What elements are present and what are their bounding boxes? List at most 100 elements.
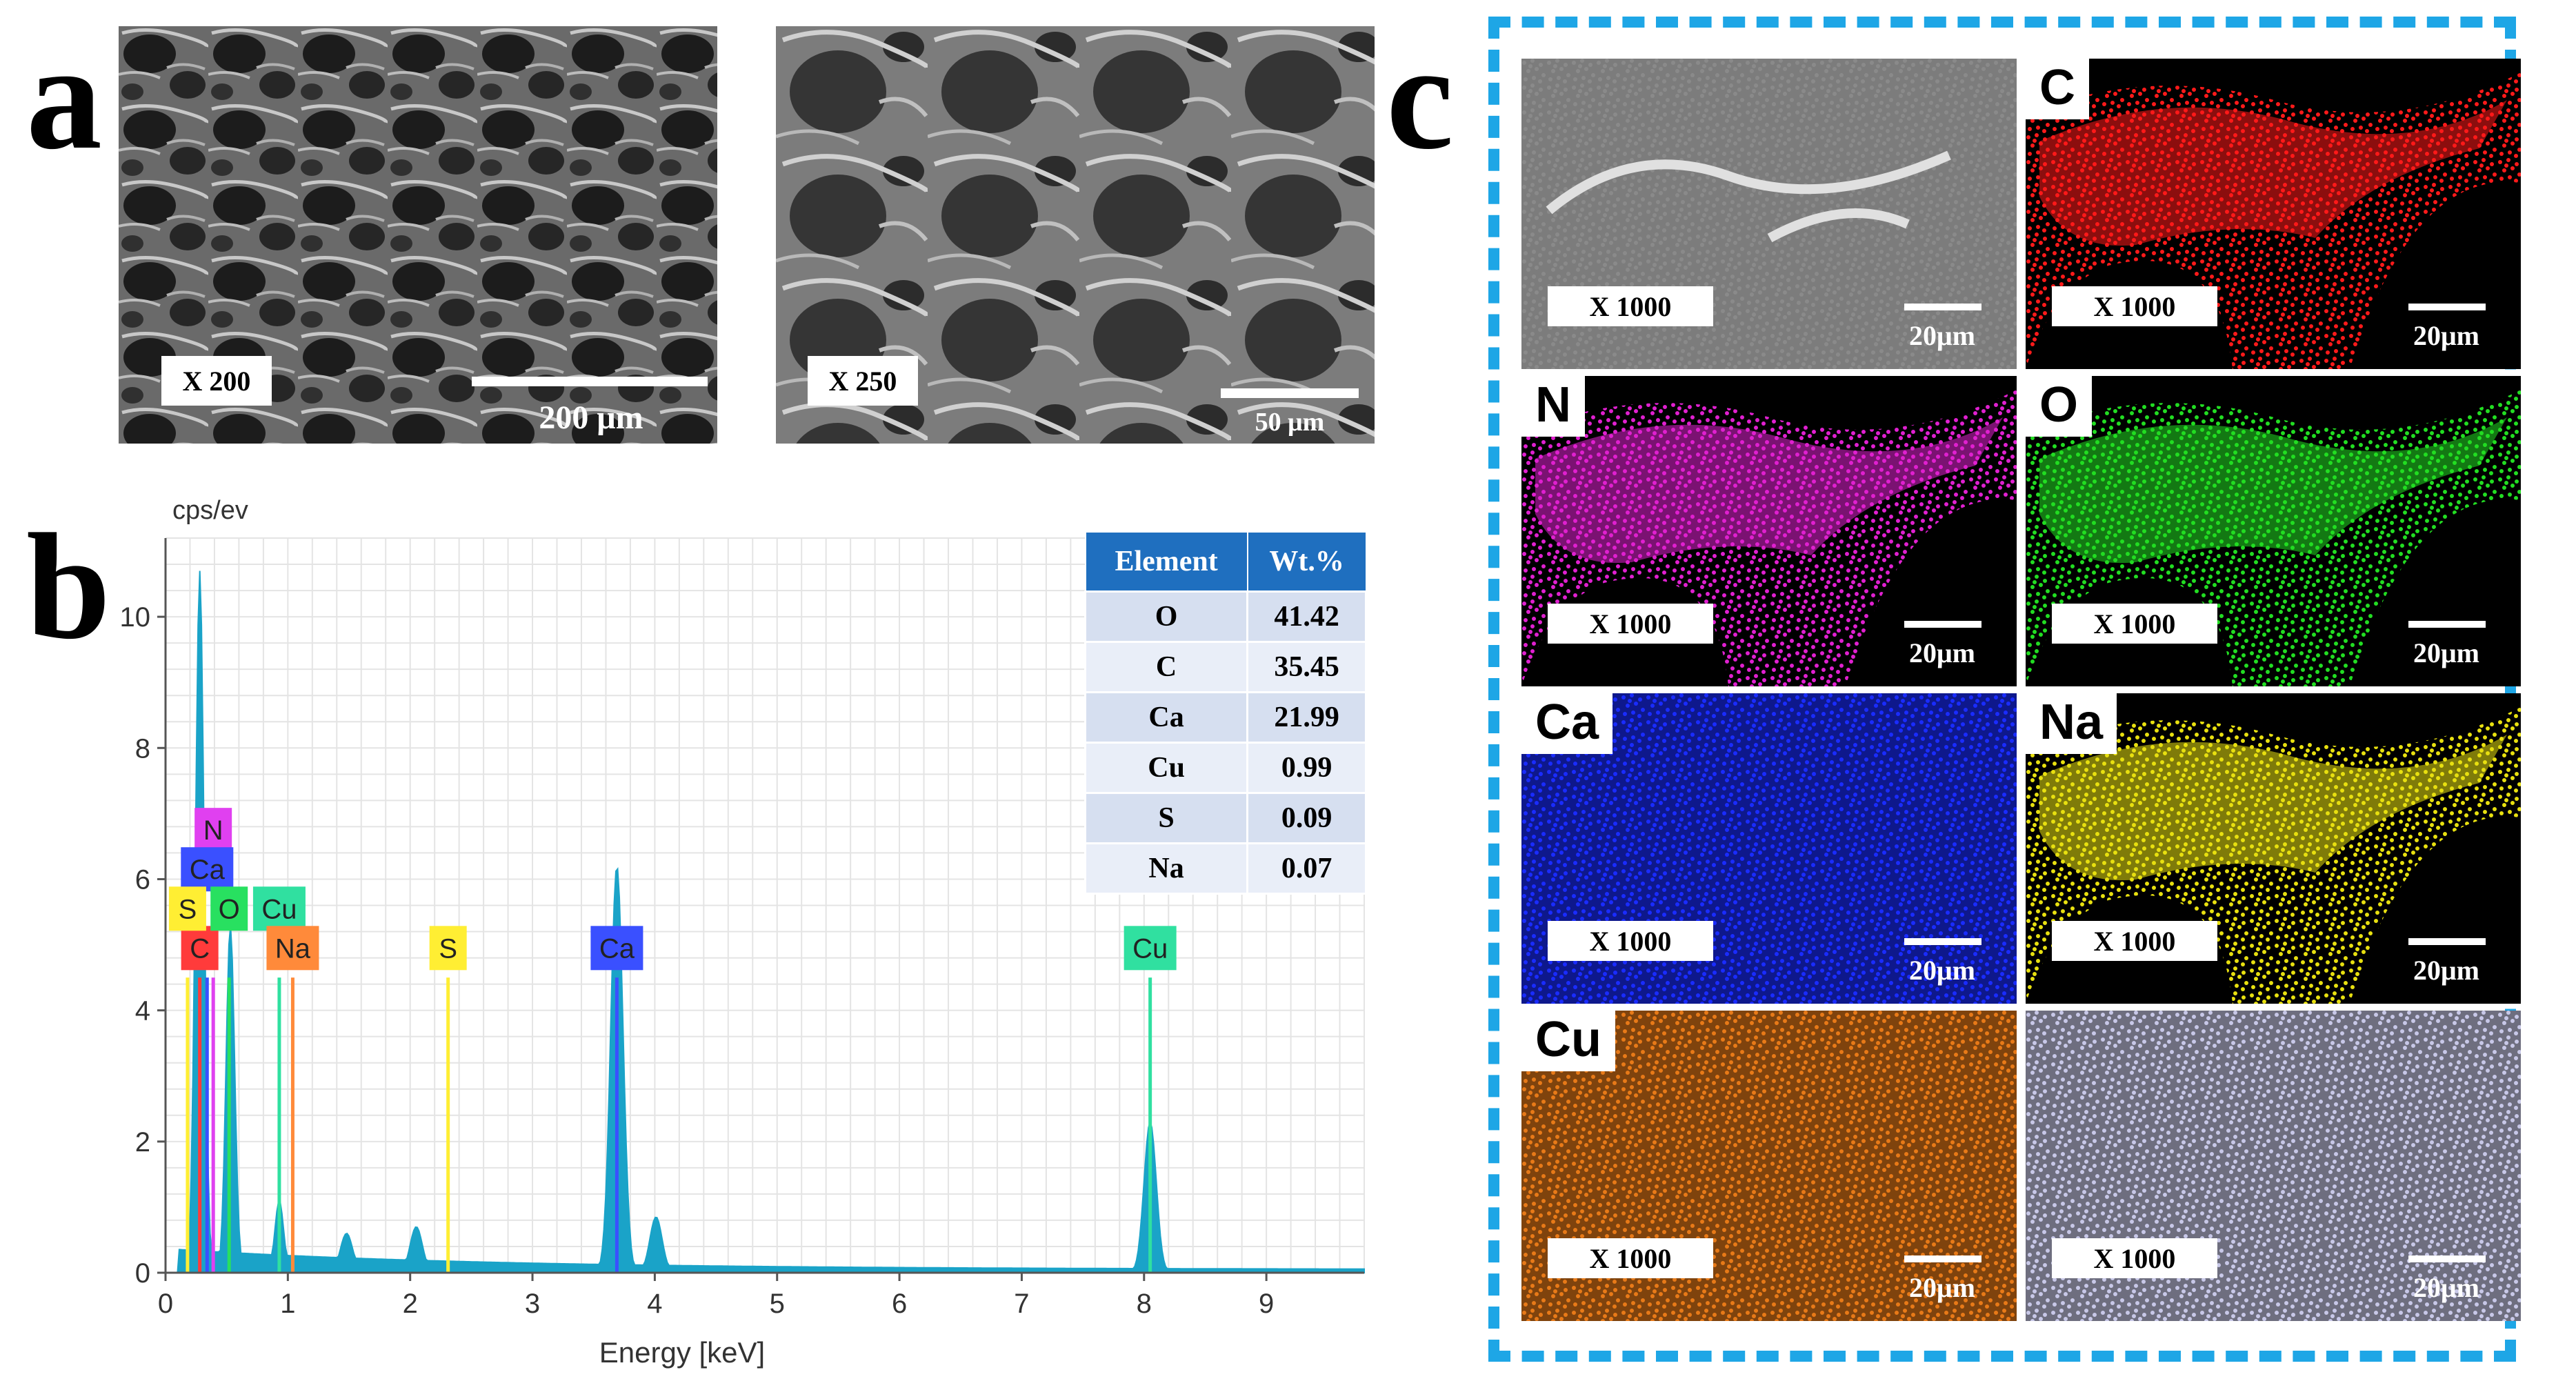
element-tag-o (210, 886, 248, 931)
scale-bar (1904, 304, 1981, 310)
table-row: O 41.42 (1084, 590, 1367, 643)
scale-bar-label: 200 μm (539, 399, 643, 436)
x-tick-label: 9 (1259, 1289, 1274, 1319)
mapping-tile-c: C X 1000 20μm (2026, 59, 2521, 369)
mapping-tile-na: Na X 1000 20μm (2026, 693, 2521, 1004)
sem-image-x200: X 200 200 μm (119, 26, 717, 444)
magnification-label: X 1000 (1548, 286, 1713, 326)
element-label: Cu (1521, 1011, 1615, 1071)
element-tag-n (194, 808, 232, 853)
scale-bar (1904, 938, 1981, 945)
magnification-label: X 1000 (1548, 921, 1713, 961)
element-label: Ca (1521, 693, 1613, 754)
element-tag-na (266, 926, 319, 971)
table-header-wt: Wt.% (1246, 531, 1367, 593)
scale-bar (1904, 621, 1981, 628)
scale-bar-label: 50 μm (1255, 408, 1325, 437)
mapping-tile-sem: X 1000 20μm (1521, 59, 2017, 369)
table-cell: O (1084, 590, 1249, 643)
scale-bar-label: 20μm (1909, 1272, 1975, 1303)
table-cell: Ca (1084, 691, 1249, 744)
element-tag-ca (590, 926, 643, 971)
table-cell: C (1084, 641, 1249, 693)
element-tag-label: O (219, 894, 240, 924)
scale-bar-label: 20μm (2413, 1272, 2479, 1303)
scale-bar-label: 20μm (1909, 955, 1975, 986)
panel-label-a: a (26, 12, 102, 181)
element-tag-s (168, 886, 206, 931)
table-row: Na 0.07 (1084, 842, 1367, 895)
table-row: C 35.45 (1084, 641, 1367, 693)
element-tag-label: Cu (261, 894, 297, 924)
table-row: Ca 21.99 (1084, 691, 1367, 744)
magnification-label: X 1000 (2052, 921, 2217, 961)
table-row: S 0.09 (1084, 792, 1367, 844)
element-tag-cu (1124, 926, 1177, 971)
element-tag-label: C (190, 933, 210, 964)
element-tag-label: N (203, 815, 223, 846)
scale-bar (1904, 1255, 1981, 1262)
magnification-label: X 1000 (2052, 1238, 2217, 1278)
mapping-tile-o: O X 1000 20μm (2026, 376, 2521, 686)
element-tag-cu (252, 886, 306, 931)
element-tag-label: S (439, 933, 457, 964)
table-row: Cu 0.99 (1084, 742, 1367, 794)
mapping-tile-overlay: X 1000 20μm (2026, 1011, 2521, 1321)
scale-bar (2408, 938, 2486, 945)
mapping-tile-n: N X 1000 20μm (1521, 376, 2017, 686)
element-tag-c (181, 926, 219, 971)
element-label: C (2026, 59, 2089, 119)
element-tag-s (429, 926, 467, 971)
magnification-label: X 200 (161, 356, 272, 406)
scale-bar (1221, 388, 1359, 398)
sem-image-x250: X 250 50 μm (776, 26, 1375, 444)
element-label: N (1521, 376, 1585, 437)
scale-bar-label: 20μm (1909, 320, 1975, 351)
scale-bar-label: 20μm (2413, 955, 2479, 986)
magnification-label: X 1000 (1548, 604, 1713, 644)
mapping-tile-cu: Cu X 1000 20μm (1521, 1011, 2017, 1321)
x-tick-label: 0 (158, 1289, 173, 1319)
element-label: Na (2026, 693, 2117, 754)
scale-bar-label: 20μm (1909, 637, 1975, 668)
x-tick-label: 5 (770, 1289, 785, 1319)
scale-bar (2408, 621, 2486, 628)
table-cell: 35.45 (1246, 641, 1367, 693)
table-cell: 0.99 (1246, 742, 1367, 794)
magnification-label: X 1000 (1548, 1238, 1713, 1278)
panel-label-c: c (1386, 12, 1454, 181)
panel-label-b: b (26, 502, 111, 671)
x-tick-label: 4 (647, 1289, 662, 1319)
y-tick-label: 8 (135, 733, 150, 764)
y-tick-label: 6 (135, 864, 150, 895)
element-tag-ca (181, 847, 234, 892)
x-tick-label: 6 (892, 1289, 907, 1319)
scale-bar (2408, 304, 2486, 310)
table-cell: 21.99 (1246, 691, 1367, 744)
element-tag-label: Cu (1132, 933, 1168, 964)
magnification-label: X 250 (808, 356, 918, 406)
x-tick-label: 8 (1137, 1289, 1152, 1319)
element-tag-label: Na (275, 933, 311, 964)
magnification-label: X 1000 (2052, 286, 2217, 326)
x-tick-label: 3 (525, 1289, 540, 1319)
table-cell: Na (1084, 842, 1249, 895)
scale-bar-label: 20μm (2413, 637, 2479, 668)
element-weight-table: Element Wt.% O 41.42 C 35.45 Ca 21.99 Cu 0.9… (1084, 531, 1367, 895)
element-label: O (2026, 376, 2093, 437)
x-tick-label: 7 (1014, 1289, 1029, 1319)
y-tick-label: 4 (135, 996, 150, 1026)
x-axis-label: Energy [keV] (599, 1336, 765, 1369)
table-cell: S (1084, 792, 1249, 844)
magnification-label: X 1000 (2052, 604, 2217, 644)
table-cell: 0.07 (1246, 842, 1367, 895)
y-tick-label: 10 (120, 602, 151, 633)
x-tick-label: 1 (280, 1289, 295, 1319)
element-tag-label: Ca (190, 855, 226, 885)
table-cell: Cu (1084, 742, 1249, 794)
table-cell: 0.09 (1246, 792, 1367, 844)
element-tag-label: Ca (599, 933, 635, 964)
table-cell: 41.42 (1246, 590, 1367, 643)
mapping-tile-ca: Ca X 1000 20μm (1521, 693, 2017, 1004)
